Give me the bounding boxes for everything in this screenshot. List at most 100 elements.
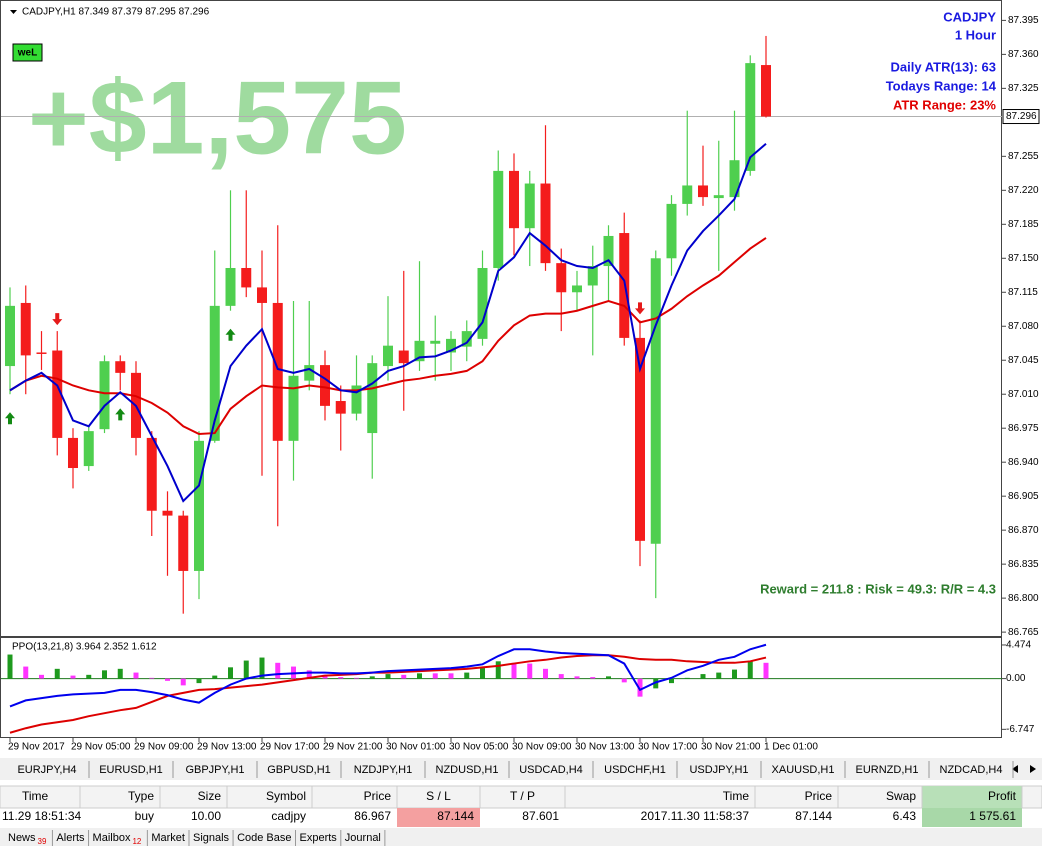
bottom-tab[interactable]: News bbox=[8, 832, 36, 844]
symbol-tab[interactable]: EURNZD,H1 bbox=[856, 764, 919, 776]
candle-body bbox=[572, 285, 582, 293]
candle-body bbox=[83, 431, 94, 467]
candle-body bbox=[272, 302, 283, 441]
y-tick-label: 87.115 bbox=[1008, 287, 1038, 298]
bottom-tab[interactable]: Alerts bbox=[56, 832, 85, 844]
scroll-left[interactable] bbox=[1012, 765, 1018, 773]
symbol-tab[interactable]: NZDUSD,H1 bbox=[436, 764, 499, 776]
ppo-histogram-bar bbox=[70, 675, 76, 679]
symbol-tab[interactable]: XAUUSD,H1 bbox=[772, 764, 835, 776]
x-tick-label: 30 Nov 09:00 bbox=[512, 742, 572, 753]
candle-body bbox=[524, 183, 535, 229]
candle-body bbox=[509, 170, 519, 229]
candle-body bbox=[383, 345, 393, 367]
ppo-histogram-bar bbox=[558, 674, 564, 679]
ppo-histogram-bar bbox=[243, 660, 249, 679]
table-cell[interactable]: 6.43 bbox=[893, 809, 917, 823]
candle-body bbox=[162, 510, 173, 516]
table-cell[interactable]: 87.601 bbox=[522, 809, 559, 823]
ppo-histogram-bar bbox=[212, 675, 218, 679]
bottom-tabbar bbox=[0, 828, 1042, 846]
x-tick-label: 29 Nov 05:00 bbox=[71, 742, 131, 753]
bottom-tab[interactable]: Market bbox=[151, 832, 185, 844]
x-tick-label: 30 Nov 21:00 bbox=[701, 742, 761, 753]
ppo-signal-line bbox=[9, 654, 767, 734]
ppo-histogram-bar bbox=[684, 677, 690, 679]
bottom-tab[interactable]: Signals bbox=[193, 832, 230, 844]
column-header: T / P bbox=[510, 789, 535, 803]
y-tick-label: 87.185 bbox=[1008, 219, 1039, 230]
candle-body bbox=[430, 340, 441, 344]
ppo-histogram-bar bbox=[732, 669, 737, 679]
candle-body bbox=[603, 235, 614, 267]
y-tick-label: 87.325 bbox=[1008, 83, 1039, 94]
ppo-histogram-bar bbox=[700, 674, 706, 679]
symbol-tab[interactable]: USDJPY,H1 bbox=[689, 764, 748, 776]
table-cell[interactable]: buy bbox=[135, 809, 154, 823]
column-header: S / L bbox=[426, 789, 451, 803]
x-tick-label: 30 Nov 13:00 bbox=[575, 742, 635, 753]
candle-body bbox=[729, 160, 740, 198]
symbol-tab[interactable]: NZDJPY,H1 bbox=[354, 764, 412, 776]
ppo-histogram-bar bbox=[448, 673, 454, 679]
info-atr: Daily ATR(13): 63 bbox=[891, 59, 996, 74]
ppo-histogram-bar bbox=[86, 674, 92, 679]
y-tick-label: 87.010 bbox=[1008, 389, 1039, 400]
bottom-tab[interactable]: Code Base bbox=[237, 832, 291, 844]
bottom-tab[interactable]: Journal bbox=[345, 832, 381, 844]
profit-cell bbox=[922, 808, 1022, 827]
symbol-tab[interactable]: GBPUSD,H1 bbox=[267, 764, 331, 776]
column-header: Time bbox=[22, 789, 49, 803]
ppo-histogram-bar bbox=[401, 674, 407, 679]
symbol-tab[interactable]: NZDCAD,H4 bbox=[940, 764, 1003, 776]
symbol-tab[interactable]: EURUSD,H1 bbox=[99, 764, 163, 776]
x-tick-label: 29 Nov 21:00 bbox=[323, 742, 383, 753]
symbol-tab[interactable]: EURJPY,H4 bbox=[17, 764, 76, 776]
candle-body bbox=[682, 185, 693, 204]
x-tick-label: 1 Dec 01:00 bbox=[764, 742, 818, 753]
buy-arrow bbox=[225, 328, 236, 341]
ppo-histogram-bar bbox=[165, 678, 170, 681]
indicator-frame bbox=[0, 637, 1002, 738]
table-cell[interactable]: 1 575.61 bbox=[969, 809, 1016, 823]
ppo-histogram-bar bbox=[133, 672, 139, 679]
ppo-histogram-bar bbox=[259, 657, 265, 679]
table-cell[interactable]: 2017.11.30 11:58:37 bbox=[641, 809, 750, 823]
table-cell[interactable]: 86.967 bbox=[354, 809, 391, 823]
symbol-tab[interactable]: USDCHF,H1 bbox=[604, 764, 666, 776]
ppo-tick-label: 4.474 bbox=[1006, 640, 1031, 651]
chart-frame bbox=[0, 0, 1002, 637]
candle-body bbox=[52, 350, 63, 438]
ppo-histogram-bar bbox=[527, 663, 533, 679]
column-header: Size bbox=[198, 789, 222, 803]
table-cell[interactable]: 87.144 bbox=[795, 809, 832, 823]
candle-body bbox=[540, 183, 551, 264]
ppo-histogram-bar bbox=[669, 678, 674, 684]
table-cell[interactable]: 87.144 bbox=[437, 809, 474, 823]
ppo-histogram-bar bbox=[464, 672, 470, 679]
bottom-tab[interactable]: Mailbox bbox=[93, 832, 131, 844]
scroll-right[interactable] bbox=[1030, 765, 1036, 773]
table-cell[interactable]: 10.00 bbox=[191, 809, 221, 823]
ppo-histogram-bar bbox=[54, 668, 60, 679]
candle-body bbox=[20, 302, 31, 356]
table-cell[interactable]: cadjpy bbox=[271, 809, 306, 823]
buy-arrow bbox=[115, 408, 126, 421]
symbol-tab[interactable]: USDCAD,H4 bbox=[519, 764, 583, 776]
ppo-histogram-bar bbox=[495, 661, 501, 679]
candle-body bbox=[146, 437, 157, 511]
badge-box bbox=[12, 43, 43, 62]
ppo-histogram-bar bbox=[369, 676, 375, 679]
ppo-histogram-bar bbox=[480, 668, 485, 679]
table-cell[interactable]: 11.29 18:51:34 bbox=[2, 809, 82, 823]
ppo-tick-label: -6.747 bbox=[1006, 724, 1035, 735]
y-tick-label: 86.835 bbox=[1008, 559, 1039, 570]
symbol-tab[interactable]: GBPJPY,H1 bbox=[185, 764, 244, 776]
info-timeframe: 1 Hour bbox=[955, 27, 996, 42]
ppo-histogram-bar bbox=[637, 678, 643, 697]
candle-body bbox=[713, 195, 724, 199]
ppo-histogram-bar bbox=[275, 662, 281, 679]
candle-body bbox=[351, 385, 362, 414]
bottom-tab[interactable]: Experts bbox=[300, 832, 338, 844]
y-tick-label: 87.150 bbox=[1008, 253, 1039, 264]
